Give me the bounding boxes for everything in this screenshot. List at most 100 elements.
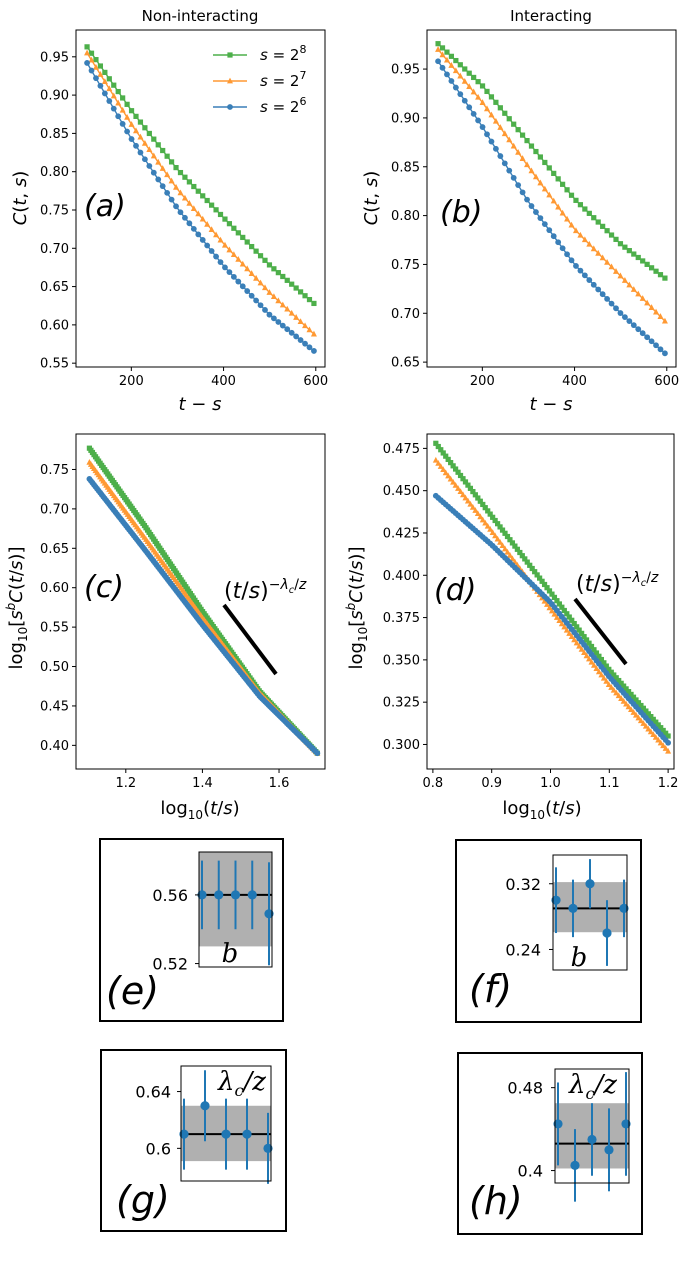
data-point (507, 537, 513, 543)
data-point (302, 293, 308, 299)
data-point (590, 662, 597, 668)
data-point (257, 253, 264, 259)
data-point (662, 275, 668, 281)
data-point (650, 731, 657, 737)
data-point (650, 716, 656, 722)
data-point (509, 555, 516, 562)
y-tick-label: 0.52 (152, 955, 188, 974)
y-tick-label: 0.45 (40, 699, 69, 714)
y-tick-label: 0.475 (383, 442, 420, 457)
data-point (297, 318, 304, 324)
y-tick-label: 0.95 (40, 50, 69, 65)
data-point (164, 153, 170, 159)
data-point (640, 258, 646, 264)
data-point (208, 226, 215, 233)
data-point (465, 482, 471, 488)
data-point (461, 77, 468, 84)
data-point (461, 97, 468, 104)
data-point (630, 694, 637, 700)
data-point (435, 41, 441, 47)
data-point (529, 565, 535, 572)
data-point (534, 572, 540, 578)
data-point (577, 231, 584, 238)
data-point (492, 532, 499, 539)
data-point (445, 472, 452, 479)
data-point (576, 627, 582, 633)
data-point (663, 730, 669, 736)
data-point (546, 588, 553, 594)
y-tick-label: 0.85 (391, 160, 420, 175)
data-point (213, 231, 220, 238)
data-point (541, 185, 548, 192)
data-point (504, 533, 511, 540)
panel-label: (g) (116, 1178, 170, 1222)
data-point (519, 189, 526, 196)
data-point (494, 535, 501, 542)
data-point (239, 283, 246, 290)
data-point (213, 207, 219, 213)
x-tick-label: 400 (211, 374, 236, 389)
data-point (197, 890, 207, 900)
data-point (619, 903, 629, 913)
data-point (141, 139, 148, 146)
data-point (563, 626, 570, 633)
data-point (635, 714, 642, 721)
data-point (628, 691, 634, 698)
data-point (466, 70, 472, 76)
data-point (583, 652, 590, 659)
data-point (623, 686, 629, 692)
data-point (506, 116, 512, 122)
series-a-1 (84, 49, 317, 337)
data-point (642, 722, 649, 729)
data-point (548, 607, 555, 614)
inset-parameter-label: b (222, 939, 239, 969)
data-point (621, 683, 627, 689)
x-axis-label: t − s (530, 394, 573, 415)
data-point (502, 545, 509, 552)
data-point (522, 556, 528, 562)
data-point (546, 604, 553, 611)
data-point (546, 191, 553, 198)
data-point (450, 478, 457, 485)
data-point (217, 211, 224, 218)
data-point (460, 491, 467, 498)
data-point (455, 485, 462, 491)
y-tick-label: 0.65 (391, 356, 420, 371)
data-point (209, 202, 215, 208)
data-point (559, 209, 566, 216)
data-point (510, 174, 517, 181)
data-point (230, 251, 237, 258)
data-point (270, 315, 277, 322)
data-point (438, 447, 444, 453)
data-point (270, 293, 277, 300)
x-axis-label: t − s (179, 394, 222, 415)
data-point (550, 233, 557, 240)
data-point (137, 133, 144, 140)
data-point (448, 460, 454, 466)
data-point (440, 466, 447, 473)
data-point (532, 173, 539, 180)
data-point (639, 330, 646, 337)
data-point (492, 517, 498, 524)
data-point (479, 516, 486, 523)
data-point (435, 58, 441, 65)
data-point (577, 202, 584, 208)
data-point (102, 69, 108, 76)
data-point (293, 314, 300, 320)
legend-marker (227, 104, 233, 110)
data-point (506, 136, 513, 143)
data-point (665, 739, 672, 746)
legend-marker (227, 77, 233, 84)
data-point (119, 106, 126, 113)
data-point (93, 75, 99, 82)
series-d-2 (432, 492, 672, 746)
data-point (546, 227, 553, 234)
data-point (186, 199, 193, 206)
power-law-annotation: (t/s)−λc/z (224, 577, 307, 604)
data-point (604, 296, 611, 302)
y-tick-label: 0.70 (391, 307, 420, 322)
data-point (462, 66, 468, 72)
data-point (660, 727, 666, 734)
data-point (600, 223, 606, 229)
